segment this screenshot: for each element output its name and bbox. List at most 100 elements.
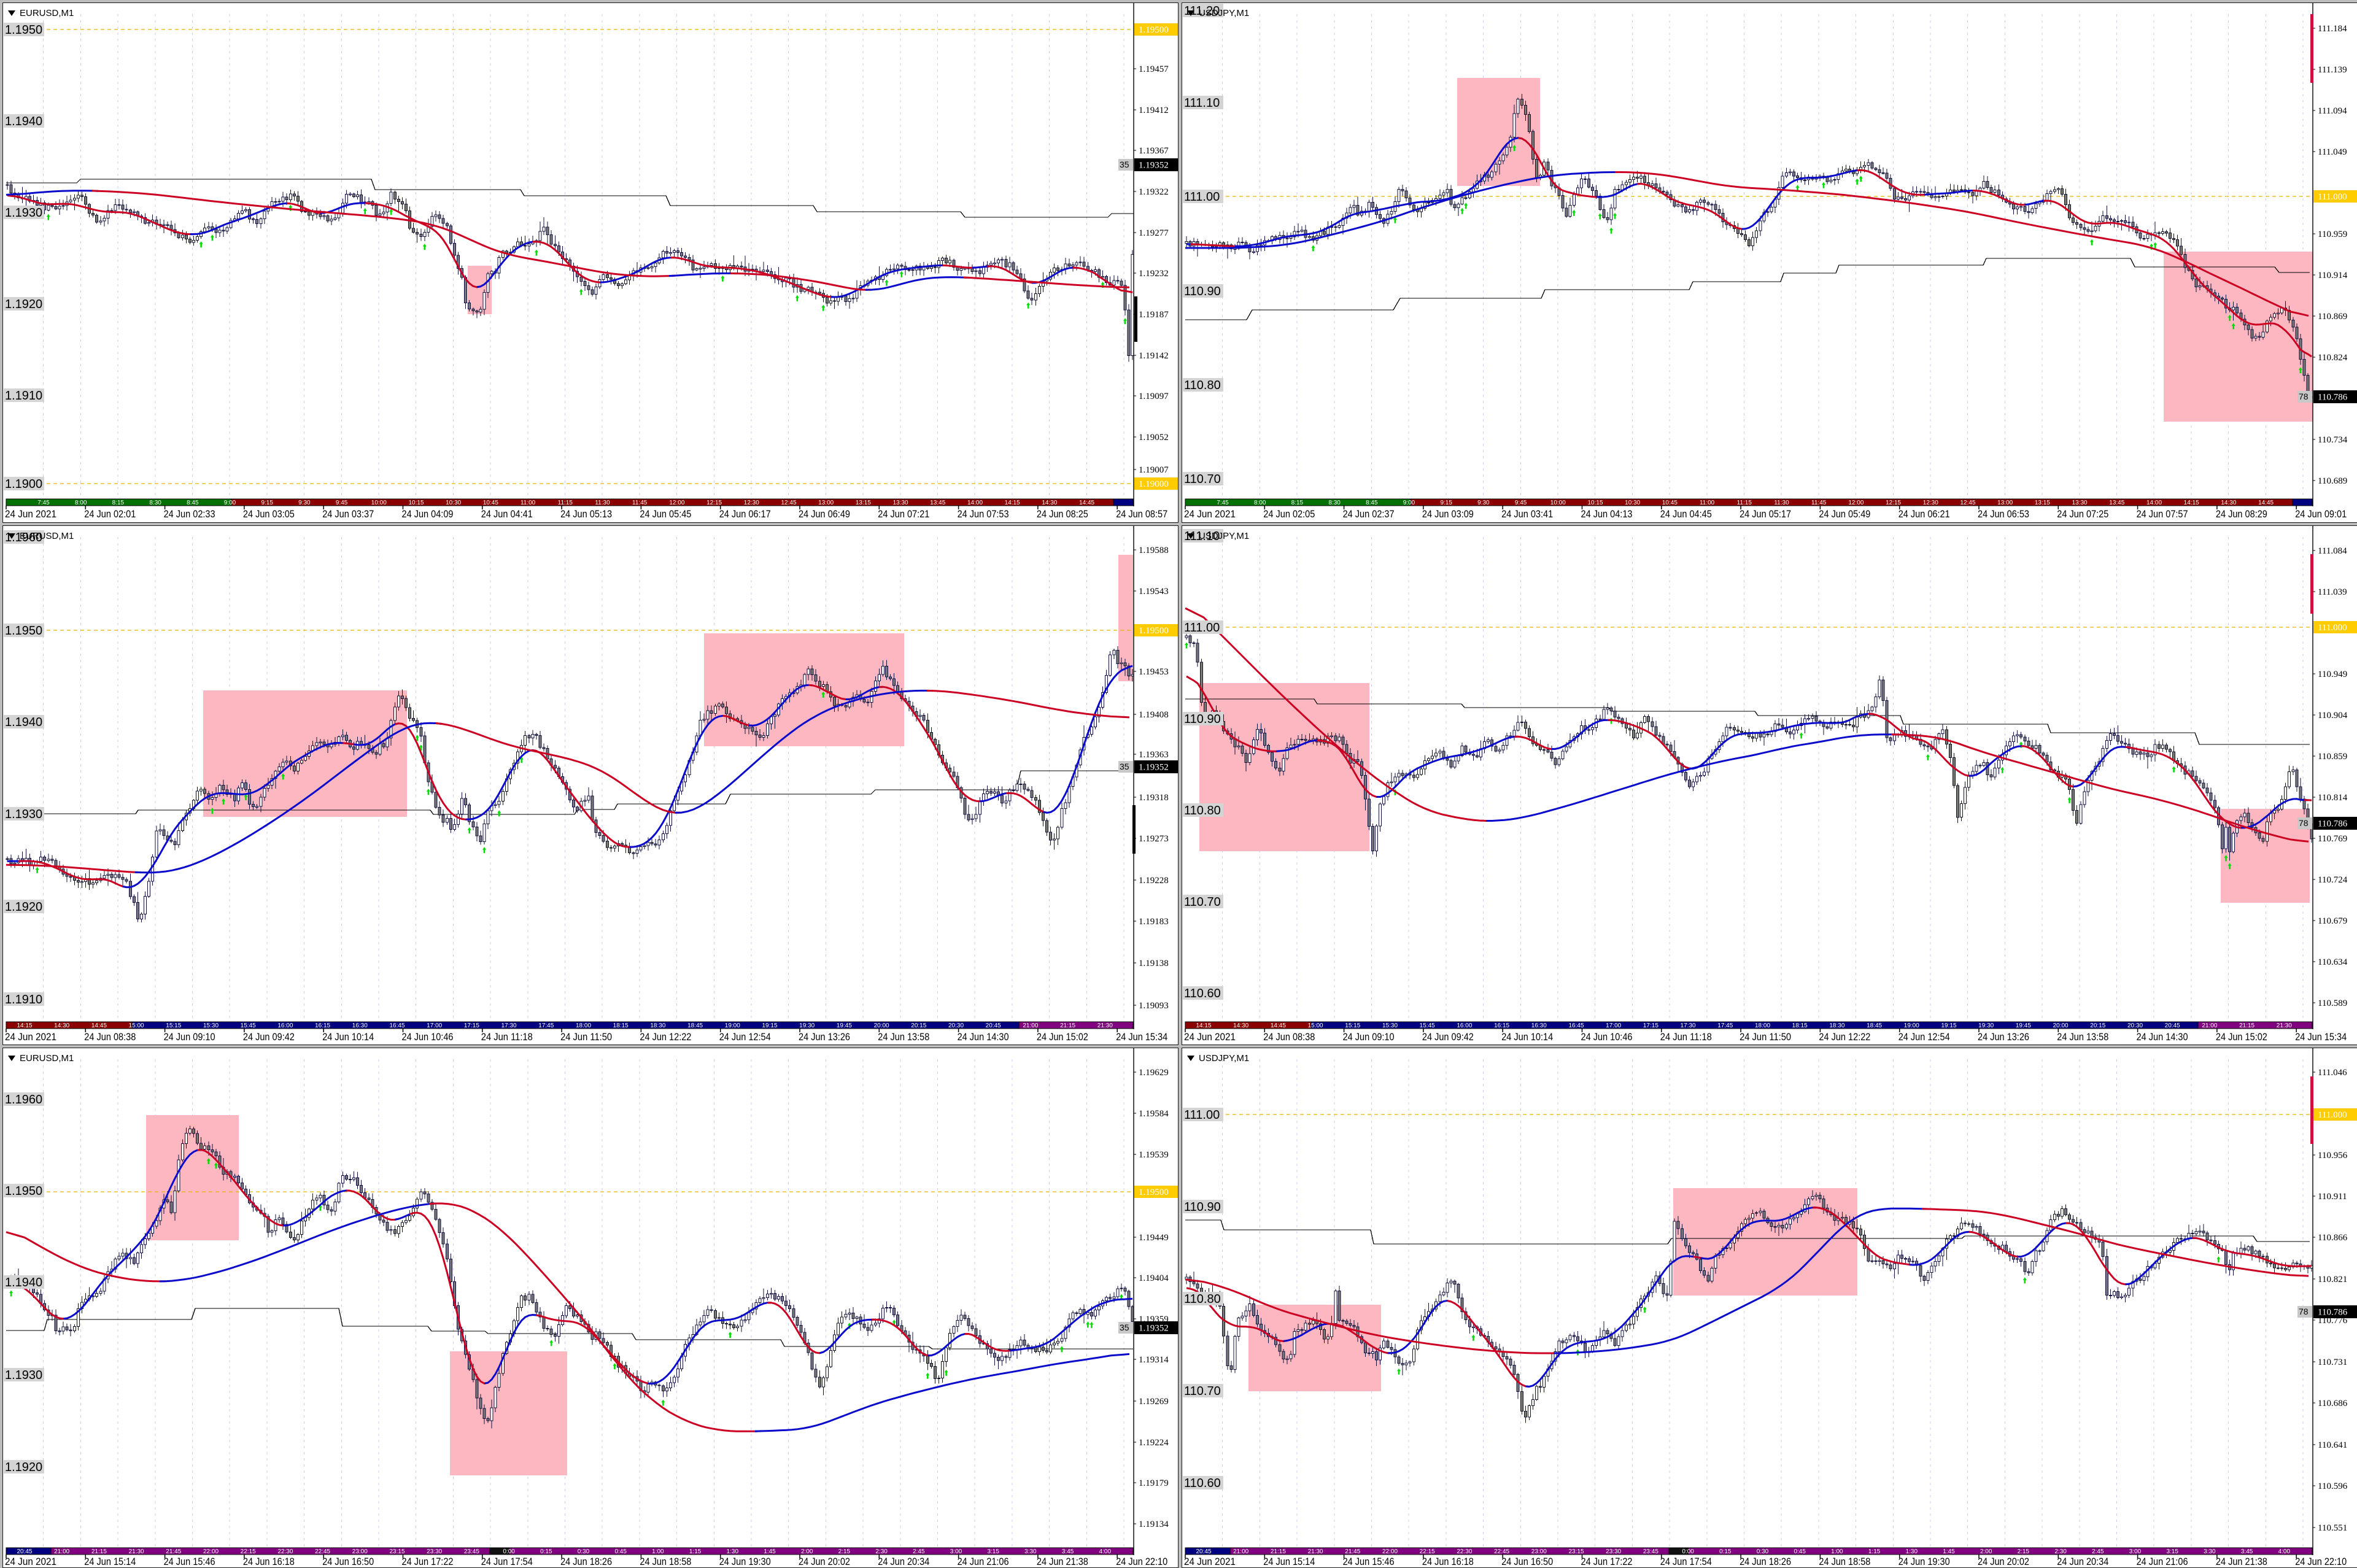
- svg-text:12:00: 12:00: [669, 500, 684, 506]
- svg-text:110.686: 110.686: [2318, 1399, 2348, 1408]
- svg-text:12:15: 12:15: [706, 500, 722, 506]
- svg-text:1.1950: 1.1950: [5, 1184, 42, 1198]
- svg-text:15:30: 15:30: [203, 1022, 219, 1029]
- svg-text:1.1920: 1.1920: [5, 298, 42, 311]
- svg-text:14:30: 14:30: [1042, 500, 1057, 506]
- svg-text:24 Jun 08:38: 24 Jun 08:38: [84, 1031, 136, 1043]
- svg-text:24 Jun 2021: 24 Jun 2021: [5, 508, 56, 520]
- svg-text:24 Jun 18:58: 24 Jun 18:58: [1819, 1556, 1870, 1567]
- svg-text:24 Jun 12:54: 24 Jun 12:54: [1898, 1031, 1950, 1043]
- svg-text:24 Jun 04:41: 24 Jun 04:41: [481, 508, 533, 520]
- svg-text:1.1950: 1.1950: [5, 624, 42, 638]
- svg-text:24 Jun 05:17: 24 Jun 05:17: [1740, 508, 1791, 520]
- svg-text:35: 35: [1120, 762, 1129, 771]
- svg-text:24 Jun 17:22: 24 Jun 17:22: [402, 1556, 454, 1567]
- svg-text:14:15: 14:15: [2184, 500, 2199, 506]
- svg-text:110.734: 110.734: [2318, 435, 2348, 445]
- svg-text:20:45: 20:45: [986, 1022, 1001, 1029]
- svg-text:USDJPY,M1: USDJPY,M1: [1199, 8, 1249, 18]
- svg-text:24 Jun 10:46: 24 Jun 10:46: [402, 1031, 454, 1043]
- svg-text:24 Jun 16:50: 24 Jun 16:50: [1501, 1556, 1553, 1567]
- svg-text:21:00: 21:00: [1233, 1548, 1248, 1555]
- svg-text:14:45: 14:45: [1271, 1022, 1286, 1029]
- svg-text:22:45: 22:45: [315, 1548, 330, 1555]
- svg-text:110.641: 110.641: [2318, 1440, 2347, 1450]
- svg-text:110.596: 110.596: [2318, 1481, 2348, 1491]
- svg-text:10:00: 10:00: [371, 500, 387, 506]
- svg-text:7:45: 7:45: [37, 500, 50, 506]
- svg-text:14:15: 14:15: [1005, 500, 1020, 506]
- svg-text:3:00: 3:00: [2129, 1548, 2142, 1555]
- svg-text:1:00: 1:00: [1831, 1548, 1843, 1555]
- svg-text:110.869: 110.869: [2318, 312, 2347, 322]
- svg-text:1.19269: 1.19269: [1139, 1397, 1169, 1407]
- svg-text:2:15: 2:15: [838, 1548, 851, 1555]
- svg-text:21:15: 21:15: [2239, 1022, 2254, 1029]
- svg-text:16:30: 16:30: [1531, 1022, 1547, 1029]
- svg-text:24 Jun 11:18: 24 Jun 11:18: [481, 1031, 533, 1043]
- svg-text:14:45: 14:45: [2258, 500, 2274, 506]
- svg-text:3:45: 3:45: [1062, 1548, 1074, 1555]
- svg-text:13:00: 13:00: [818, 500, 834, 506]
- svg-text:20:00: 20:00: [2053, 1022, 2069, 1029]
- svg-text:1.19000: 1.19000: [1139, 479, 1169, 489]
- svg-text:1.1930: 1.1930: [5, 1369, 42, 1382]
- svg-text:14:30: 14:30: [54, 1022, 69, 1029]
- svg-text:13:30: 13:30: [2072, 500, 2088, 506]
- svg-text:1:30: 1:30: [1906, 1548, 1918, 1555]
- svg-text:24 Jun 18:58: 24 Jun 18:58: [640, 1556, 691, 1567]
- svg-text:24 Jun 20:02: 24 Jun 20:02: [799, 1556, 850, 1567]
- svg-text:111.000: 111.000: [2318, 623, 2347, 633]
- svg-text:21:30: 21:30: [129, 1548, 144, 1555]
- svg-text:9:00: 9:00: [224, 500, 236, 506]
- svg-text:24 Jun 08:25: 24 Jun 08:25: [1037, 508, 1088, 520]
- svg-text:24 Jun 13:26: 24 Jun 13:26: [799, 1031, 850, 1043]
- svg-text:1.19453: 1.19453: [1139, 667, 1169, 677]
- svg-text:12:15: 12:15: [1886, 500, 1901, 506]
- svg-text:9:45: 9:45: [336, 500, 348, 506]
- svg-text:4:00: 4:00: [2278, 1548, 2291, 1555]
- svg-text:111.184: 111.184: [2318, 24, 2347, 34]
- svg-text:14:15: 14:15: [17, 1022, 32, 1029]
- svg-text:111.20: 111.20: [1184, 4, 1220, 18]
- svg-text:24 Jun 11:50: 24 Jun 11:50: [560, 1031, 612, 1043]
- svg-text:12:45: 12:45: [781, 500, 796, 506]
- svg-text:111.10: 111.10: [1184, 96, 1220, 110]
- svg-text:0:00: 0:00: [503, 1548, 515, 1555]
- svg-text:21:45: 21:45: [1345, 1548, 1360, 1555]
- svg-text:22:00: 22:00: [203, 1548, 219, 1555]
- svg-text:8:00: 8:00: [75, 500, 87, 506]
- svg-text:24 Jun 05:45: 24 Jun 05:45: [640, 508, 691, 520]
- svg-text:1:15: 1:15: [689, 1548, 702, 1555]
- svg-text:24 Jun 02:05: 24 Jun 02:05: [1263, 508, 1315, 520]
- svg-text:11:00: 11:00: [1700, 500, 1715, 506]
- svg-text:110.814: 110.814: [2318, 793, 2348, 803]
- svg-text:110.70: 110.70: [1184, 895, 1221, 909]
- svg-text:24 Jun 22:10: 24 Jun 22:10: [1116, 1556, 1167, 1567]
- svg-text:1:45: 1:45: [764, 1548, 776, 1555]
- svg-text:17:00: 17:00: [427, 1022, 442, 1029]
- svg-text:24 Jun 15:34: 24 Jun 15:34: [2295, 1031, 2347, 1043]
- svg-text:22:30: 22:30: [1457, 1548, 1472, 1555]
- svg-text:24 Jun 10:46: 24 Jun 10:46: [1581, 1031, 1633, 1043]
- svg-text:21:00: 21:00: [54, 1548, 69, 1555]
- svg-text:15:15: 15:15: [166, 1022, 181, 1029]
- svg-text:21:00: 21:00: [2202, 1022, 2217, 1029]
- svg-text:24 Jun 08:38: 24 Jun 08:38: [1263, 1031, 1315, 1043]
- svg-text:1:45: 1:45: [1943, 1548, 1955, 1555]
- svg-text:1.19367: 1.19367: [1139, 146, 1169, 156]
- svg-text:21:00: 21:00: [1023, 1022, 1038, 1029]
- svg-text:24 Jun 2021: 24 Jun 2021: [1184, 508, 1236, 520]
- svg-text:18:15: 18:15: [613, 1022, 629, 1029]
- svg-text:0:00: 0:00: [1682, 1548, 1694, 1555]
- svg-text:9:15: 9:15: [261, 500, 273, 506]
- svg-text:24 Jun 11:50: 24 Jun 11:50: [1740, 1031, 1791, 1043]
- svg-text:15:45: 15:45: [241, 1022, 256, 1029]
- svg-text:19:15: 19:15: [762, 1022, 777, 1029]
- svg-text:1.19584: 1.19584: [1139, 1109, 1169, 1119]
- svg-text:24 Jun 15:34: 24 Jun 15:34: [1116, 1031, 1167, 1043]
- svg-text:9:00: 9:00: [1403, 500, 1415, 506]
- svg-text:20:00: 20:00: [874, 1022, 889, 1029]
- svg-text:110.90: 110.90: [1184, 285, 1221, 298]
- svg-text:24 Jun 09:10: 24 Jun 09:10: [164, 1031, 215, 1043]
